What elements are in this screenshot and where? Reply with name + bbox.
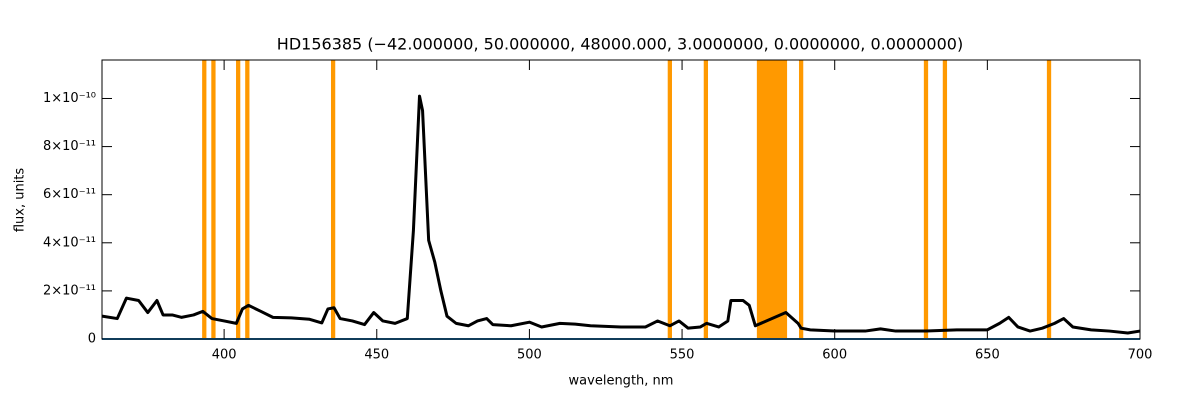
- masked-band: [245, 60, 250, 339]
- masked-band: [202, 60, 207, 339]
- plot-frame: [101, 59, 1141, 340]
- x-tick-label: 450: [364, 348, 389, 363]
- y-tick-label: 1×10⁻¹⁰: [43, 91, 96, 106]
- x-tick-label: 400: [212, 348, 237, 363]
- masked-band: [236, 60, 241, 339]
- masked-band: [942, 60, 948, 339]
- y-tick-label: 0: [88, 332, 96, 347]
- x-tick-label: 600: [822, 348, 847, 363]
- masked-band: [756, 60, 788, 339]
- masked-band: [1046, 60, 1052, 339]
- chart-title: HD156385 (−42.000000, 50.000000, 48000.0…: [277, 35, 963, 54]
- x-tick-label: 700: [1128, 348, 1153, 363]
- y-axis-label: flux, units: [13, 168, 28, 233]
- y-tick-label: 8×10⁻¹¹: [43, 139, 96, 154]
- x-tick-label: 550: [670, 348, 695, 363]
- masked-band: [798, 60, 804, 339]
- masked-band: [211, 60, 216, 339]
- x-tick-label: 650: [975, 348, 1000, 363]
- y-tick-label: 4×10⁻¹¹: [43, 235, 96, 250]
- spectrum-line: [101, 94, 1141, 335]
- x-tick-label: 500: [517, 348, 542, 363]
- x-axis-label: wavelength, nm: [569, 374, 674, 389]
- masked-band: [923, 60, 929, 339]
- masked-band: [667, 60, 672, 339]
- masked-band: [330, 60, 336, 339]
- y-tick-label: 2×10⁻¹¹: [43, 283, 96, 298]
- masked-band: [703, 60, 709, 339]
- y-tick-label: 6×10⁻¹¹: [43, 187, 96, 202]
